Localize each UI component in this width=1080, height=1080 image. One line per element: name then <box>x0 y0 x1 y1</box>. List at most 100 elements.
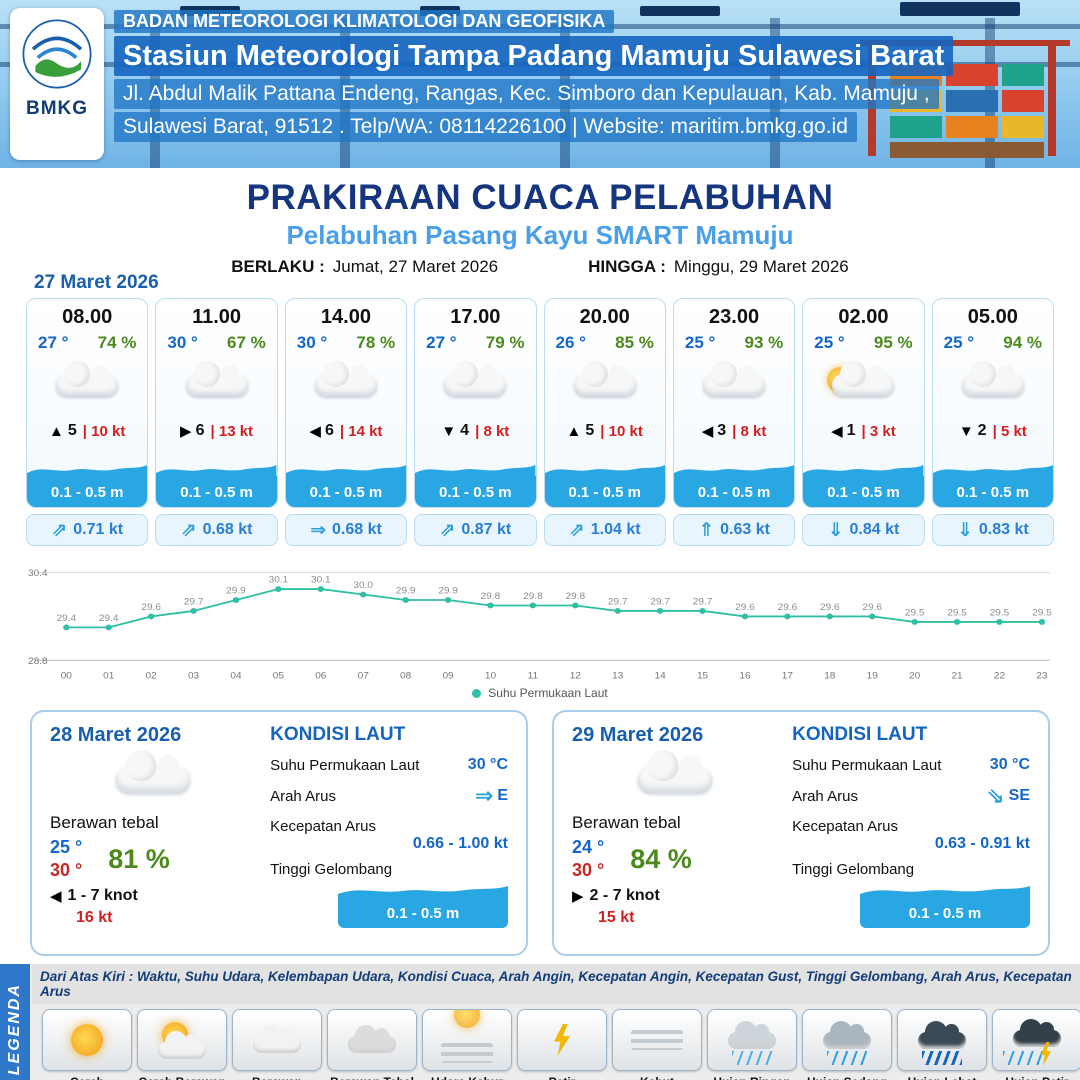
current-speed: 0.68 kt <box>331 521 382 538</box>
svg-text:15: 15 <box>697 671 708 681</box>
daily-card: 29 Maret 2026 Berawan tebal 24 ° 30 ° 84… <box>552 710 1050 956</box>
sea-condition-title: KONDISI LAUT <box>792 724 928 745</box>
cloudy-icon <box>156 355 276 415</box>
daily-wind: ▶ 2 - 7 knot <box>572 887 778 905</box>
svg-text:07: 07 <box>358 671 369 681</box>
air-temperature: 27 ° <box>38 333 69 352</box>
svg-text:23: 23 <box>1036 671 1047 681</box>
svg-text:29.6: 29.6 <box>820 602 840 612</box>
daily-temp-min: 25 ° <box>50 837 83 857</box>
legend-label: Petir <box>549 1075 576 1080</box>
current-direction-icon: ⇗ <box>51 519 68 541</box>
forecast-time: 17.00 <box>450 306 501 328</box>
humidity: 93 % <box>744 333 784 352</box>
cloud-icon <box>637 750 713 793</box>
legend-label: Hujan Ringan <box>713 1075 790 1080</box>
svg-text:30.1: 30.1 <box>311 575 331 585</box>
wind-info: ◀ 3 | 8 kt <box>674 419 794 443</box>
humidity: 79 % <box>485 333 525 352</box>
daily-summary-row: 28 Maret 2026 Berawan tebal 25 ° 30 ° 81… <box>0 704 1080 956</box>
cloud-icon <box>444 361 507 396</box>
svg-text:29.4: 29.4 <box>99 613 119 623</box>
wave-height-band: 0.1 - 0.5 m <box>285 461 407 507</box>
wave-height: 0.1 - 0.5 m <box>908 905 982 922</box>
cloudy-icon <box>415 355 535 415</box>
svg-text:29.7: 29.7 <box>693 597 713 607</box>
hourly-card: 11.00 30 ° 67 % ▶ 6 | 13 kt 0.1 - 0.5 m ⇗ 0.… <box>155 298 278 548</box>
wave-height-band: 0.1 - 0.5 m <box>27 461 148 507</box>
cloudy-icon <box>674 355 794 415</box>
wave-height-band: 0.1 - 0.5 m <box>338 882 508 928</box>
legend-label: Cerah <box>70 1075 104 1080</box>
haze-icon <box>422 1009 512 1071</box>
wave-height: 0.1 - 0.5 m <box>439 484 512 501</box>
svg-text:30.4: 30.4 <box>28 569 48 579</box>
current-speed: 0.83 kt <box>978 521 1029 538</box>
svg-text:08: 08 <box>400 671 411 681</box>
wind-speed: | 5 kt <box>992 422 1027 440</box>
wave-height: 0.1 - 0.5 m <box>956 484 1030 501</box>
hingga-value: Minggu, 29 Maret 2026 <box>673 257 849 276</box>
svg-text:29.7: 29.7 <box>184 597 204 607</box>
moderate-rain-icon <box>802 1009 892 1071</box>
svg-text:29.9: 29.9 <box>396 586 416 596</box>
berlaku-value: Jumat, 27 Maret 2026 <box>332 257 499 276</box>
svg-text:03: 03 <box>188 671 199 681</box>
current-info: ⇒ 0.68 kt <box>284 514 408 546</box>
air-temperature: 30 ° <box>296 333 328 352</box>
svg-text:29.7: 29.7 <box>650 597 670 607</box>
cloud-icon <box>703 361 766 396</box>
svg-text:09: 09 <box>442 671 453 681</box>
current-direction-icon: ⇓ <box>956 519 973 541</box>
svg-text:14: 14 <box>655 671 667 681</box>
light-rain-icon <box>707 1009 797 1071</box>
daily-humidity: 84 % <box>630 843 692 874</box>
header: BMKG BADAN METEOROLOGI KLIMATOLOGI DAN G… <box>0 0 1080 168</box>
current-direction-label: Arah Arus <box>792 787 858 805</box>
cloud-icon <box>115 750 191 793</box>
current-speed-value: 0.66 - 1.00 kt <box>412 835 508 852</box>
svg-text:29.6: 29.6 <box>862 602 882 612</box>
current-direction-label: Arah Arus <box>270 787 336 805</box>
cloud-icon <box>832 361 895 396</box>
chart-legend-label: Suhu Permukaan Laut <box>488 686 608 700</box>
wind-direction-icon: ▼ <box>441 422 457 440</box>
wave-height: 0.1 - 0.5 m <box>180 484 253 501</box>
wave-height: 0.1 - 0.5 m <box>386 905 460 922</box>
wind-speed: | 10 kt <box>82 422 126 440</box>
current-info: ⇓ 0.83 kt <box>931 514 1054 546</box>
chart-legend-dot <box>472 688 482 698</box>
header-text: BADAN METEOROLOGI KLIMATOLOGI DAN GEOFIS… <box>114 10 1074 145</box>
air-temperature: 30 ° <box>167 333 198 352</box>
cloud-icon <box>56 361 119 396</box>
wave-height-label: Tinggi Gelombang <box>792 861 915 878</box>
daily-humidity: 81 % <box>108 843 170 874</box>
cloudy-icon <box>50 747 256 811</box>
sst-chart-svg: 30.4 28.8 29.4 00 29.4 01 29.6 02 29.7 03 29.9 04 30… <box>28 569 1052 682</box>
svg-text:05: 05 <box>273 671 284 681</box>
legend-item: Hujan Petir <box>992 1009 1080 1080</box>
current-info: ⇗ 0.68 kt <box>155 514 278 546</box>
daily-gust: 15 kt <box>598 909 635 926</box>
legend-sidebar: LEGENDA <box>0 964 30 1080</box>
current-speed: 0.63 kt <box>720 521 770 538</box>
wave-height-band: 0.1 - 0.5 m <box>415 461 536 507</box>
daily-temp-max: 30 ° <box>572 860 605 880</box>
daily-card: 28 Maret 2026 Berawan tebal 25 ° 30 ° 81… <box>30 710 528 956</box>
wind-direction-icon: ▲ <box>49 422 64 440</box>
current-info: ⇓ 0.84 kt <box>802 514 925 546</box>
current-speed: 0.87 kt <box>461 521 512 538</box>
daily-wind-range: 1 - 7 knot <box>67 887 138 904</box>
air-temperature: 25 ° <box>814 333 845 352</box>
humidity: 94 % <box>1003 333 1042 352</box>
wave-height: 0.1 - 0.5 m <box>568 484 641 501</box>
current-info: ⇗ 0.71 kt <box>26 514 149 546</box>
legend-label: Udara Kabur <box>431 1075 503 1080</box>
chart-legend: Suhu Permukaan Laut <box>26 684 1054 702</box>
current-info: ⇗ 1.04 kt <box>543 514 666 546</box>
legend-sidebar-label: LEGENDA <box>6 982 23 1076</box>
daily-condition: Berawan tebal <box>50 813 159 832</box>
wind-info: ▼ 2 | 5 kt <box>933 419 1053 443</box>
forecast-time: 08.00 <box>62 306 113 328</box>
current-info: ⇑ 0.63 kt <box>672 514 796 546</box>
